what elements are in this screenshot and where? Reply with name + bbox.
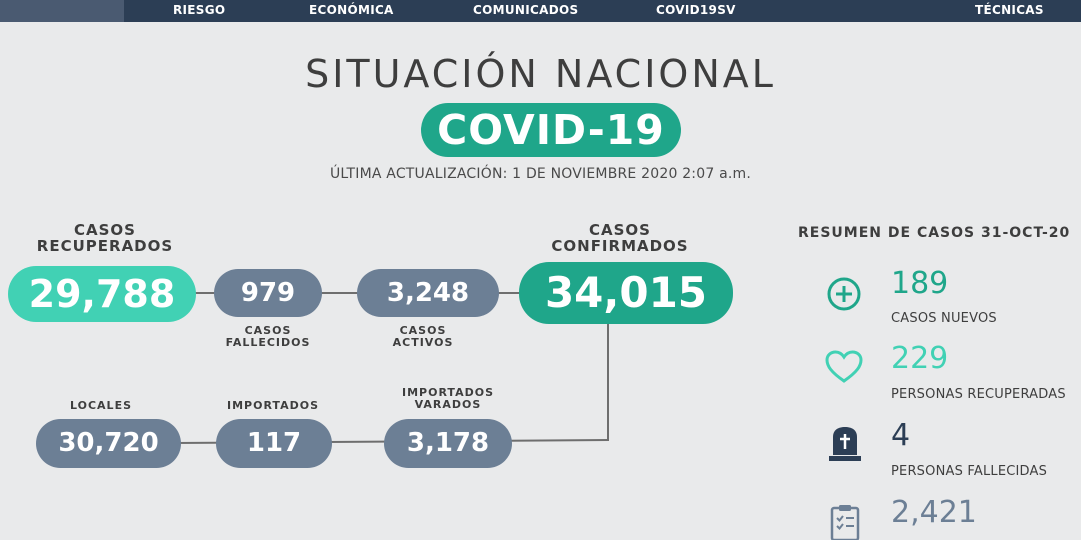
page-title: SITUACIÓN NACIONAL — [305, 52, 776, 96]
importados-label: IMPORTADOS — [227, 399, 319, 412]
recuperadas-label: PERSONAS RECUPERADAS — [891, 387, 1066, 402]
fallecidos-label: CASOS FALLECIDOS — [225, 324, 311, 349]
confirmados-label: CASOS CONFIRMADOS — [551, 221, 689, 255]
varados-value: 3,178 — [384, 419, 512, 468]
locales-value: 30,720 — [36, 419, 181, 468]
nav-item-tecnicas[interactable]: TÉCNICAS — [975, 3, 1044, 17]
activos-value: 3,248 — [357, 269, 499, 317]
resumen-fourth-value: 2,421 — [891, 495, 977, 530]
varados-label: IMPORTADOS VARADOS — [402, 386, 494, 411]
casos-nuevos-label: CASOS NUEVOS — [891, 311, 997, 326]
plus-circle-icon — [827, 277, 861, 311]
importados-value: 117 — [216, 419, 332, 468]
nav-item-covid19sv[interactable]: COVID19SV — [656, 3, 736, 17]
fallecidas-value: 4 — [891, 418, 911, 453]
nav-item-riesgo[interactable]: RIESGO — [173, 3, 226, 17]
heart-icon — [825, 350, 863, 383]
locales-label: LOCALES — [70, 399, 132, 412]
nav-item-comunicados[interactable]: COMUNICADOS — [473, 3, 579, 17]
top-nav: RIESGO ECONÓMICA COMUNICADOS COVID19SV T… — [0, 0, 1081, 22]
last-updated: ÚLTIMA ACTUALIZACIÓN: 1 DE NOVIEMBRE 202… — [329, 166, 752, 182]
fallecidas-label: PERSONAS FALLECIDAS — [891, 464, 1048, 479]
recuperados-value: 29,788 — [8, 266, 196, 322]
recuperadas-value: 229 — [891, 341, 949, 376]
recuperados-label: CASOS RECUPERADOS — [36, 221, 174, 255]
casos-nuevos-value: 189 — [891, 266, 949, 301]
nav-brand-block[interactable] — [0, 0, 124, 22]
tombstone-icon — [829, 427, 861, 461]
clipboard-checklist-icon — [830, 505, 860, 540]
activos-label: CASOS ACTIVOS — [392, 324, 454, 349]
fallecidos-value: 979 — [214, 269, 322, 317]
covid-badge: COVID-19 — [421, 103, 681, 157]
nav-item-economica[interactable]: ECONÓMICA — [309, 3, 394, 17]
resumen-title: RESUMEN DE CASOS 31-OCT-20 — [798, 225, 1071, 241]
confirmados-value: 34,015 — [519, 262, 733, 324]
